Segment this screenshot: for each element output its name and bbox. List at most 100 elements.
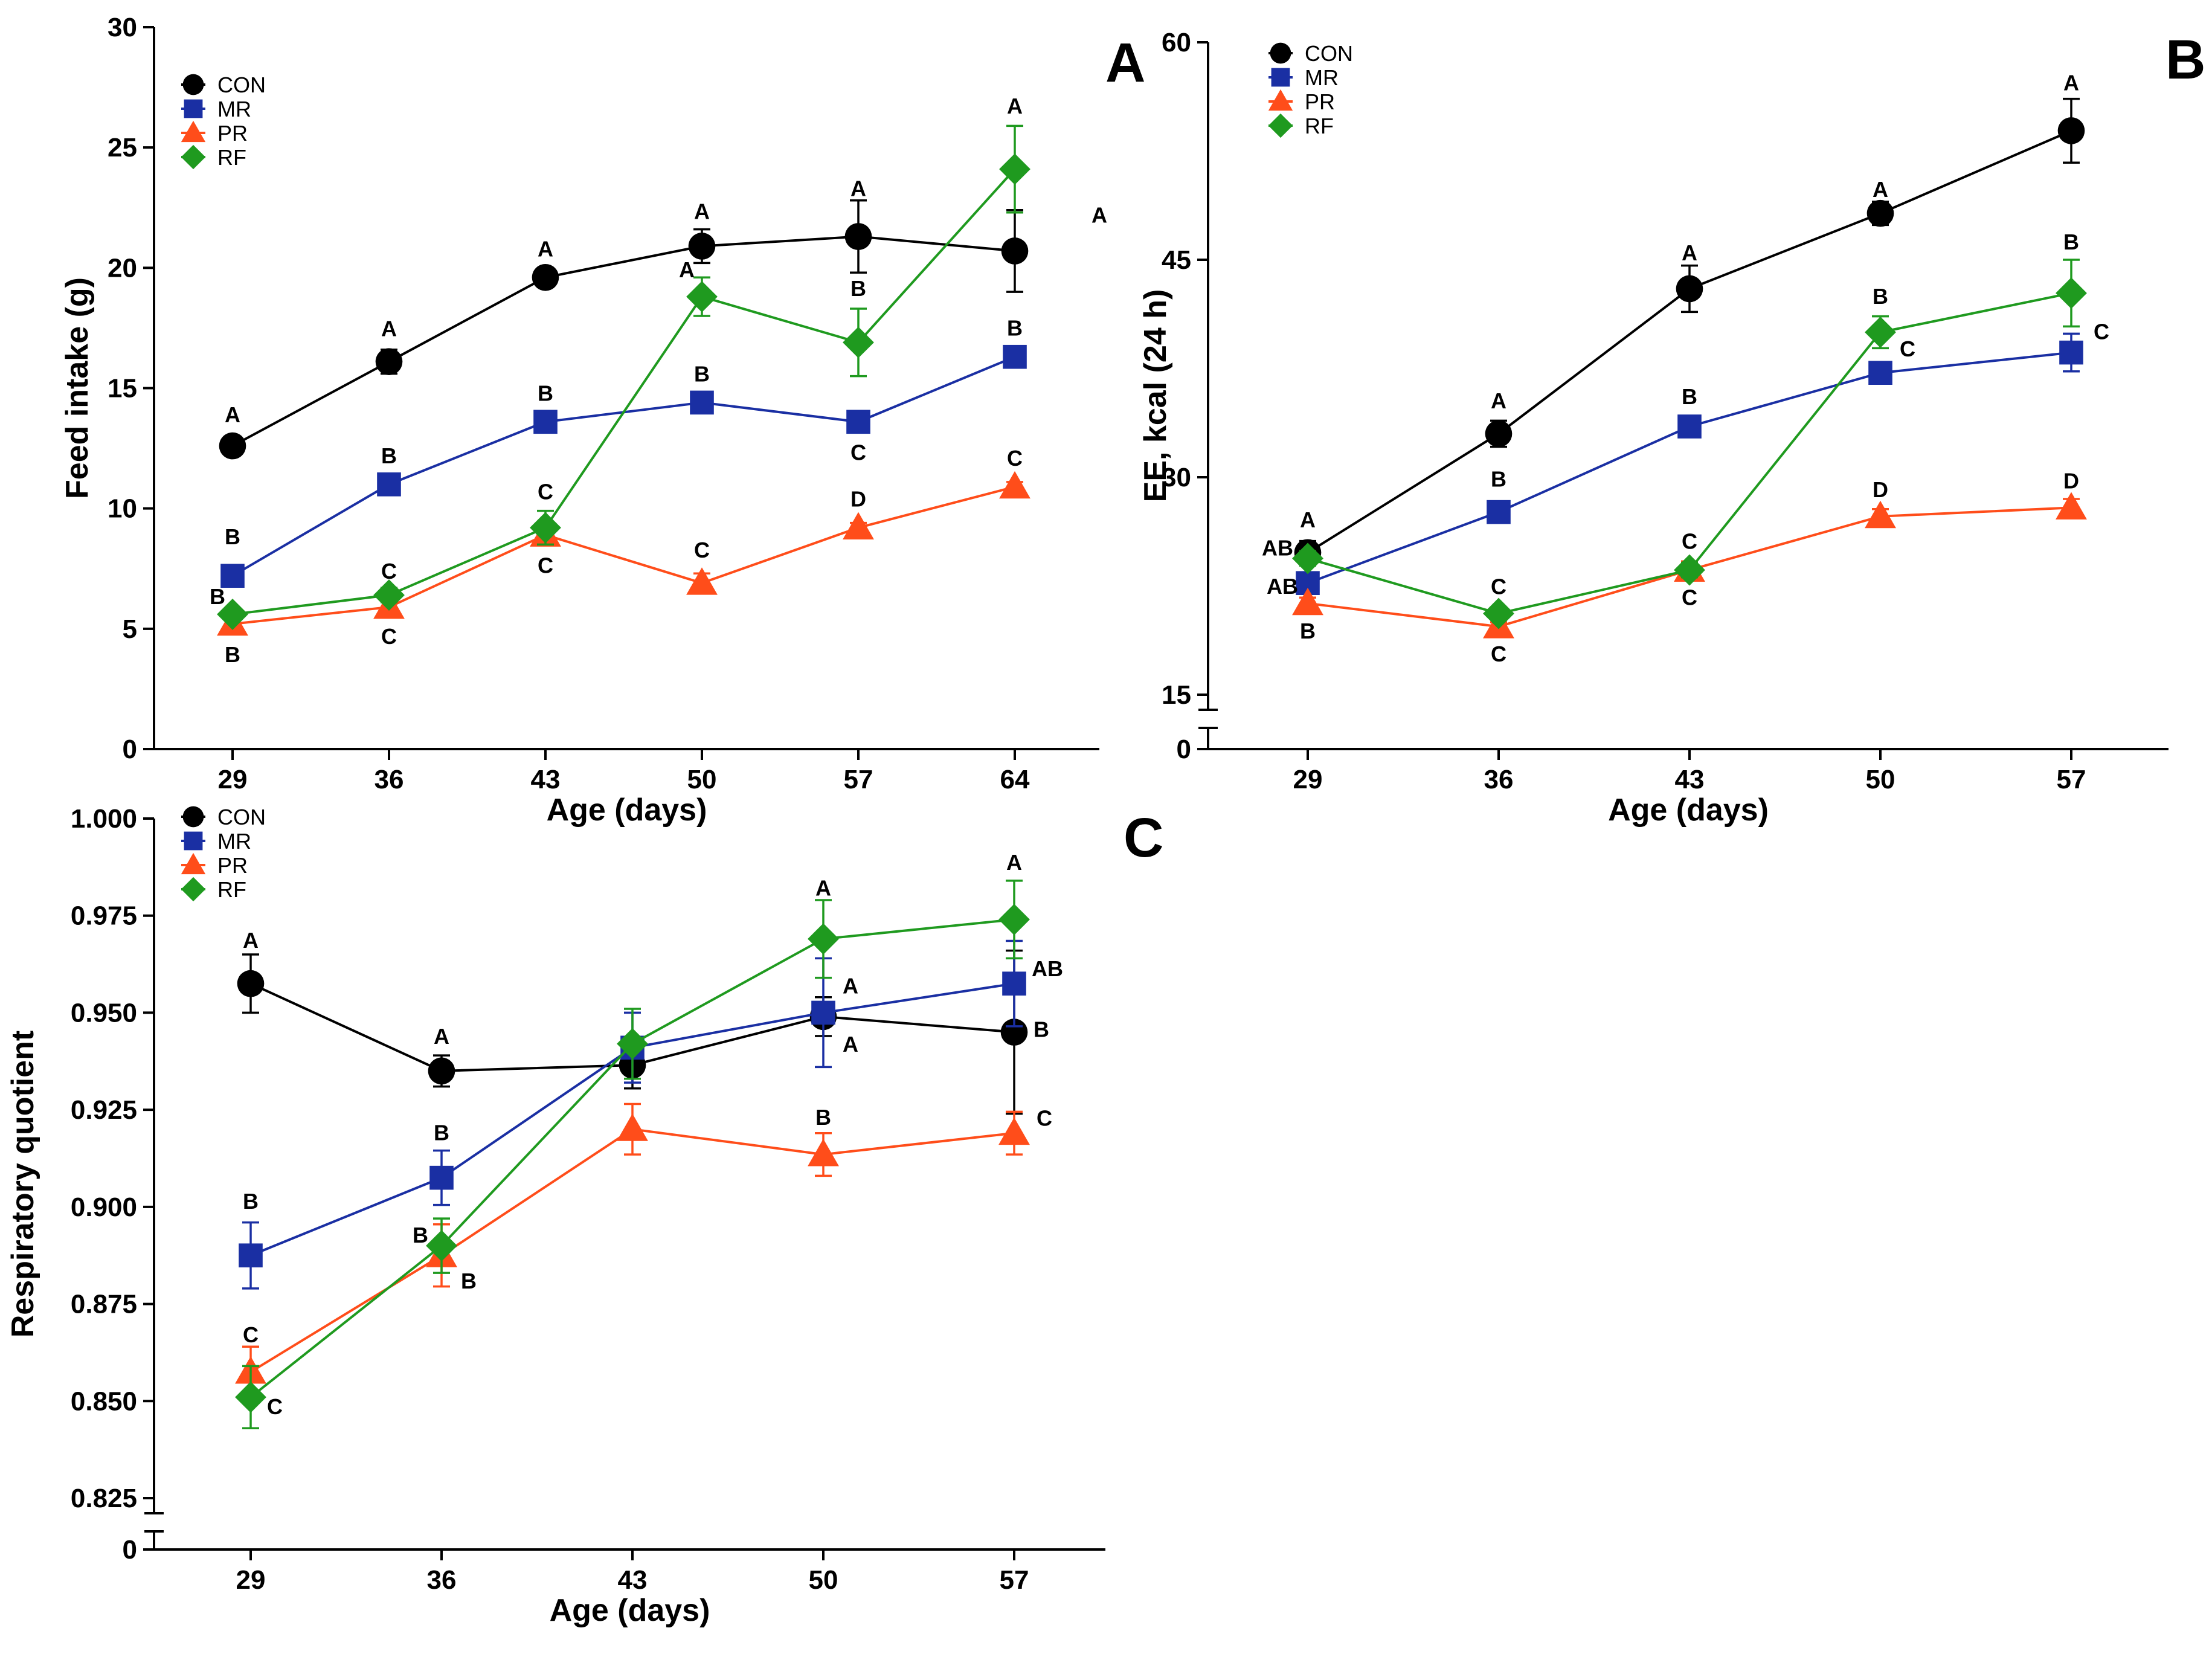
x-tick-label: 57 — [844, 765, 873, 794]
significance-label: B — [850, 276, 866, 301]
y-tick-label: 10 — [108, 494, 137, 524]
y-tick-label: 0.875 — [71, 1290, 137, 1319]
significance-label: C — [1007, 446, 1023, 471]
data-point — [1865, 317, 1896, 348]
x-tick-label: 50 — [687, 765, 717, 794]
legend-marker — [181, 852, 206, 875]
data-point — [1487, 500, 1511, 524]
data-point — [237, 970, 265, 997]
x-tick-label: 29 — [236, 1565, 266, 1595]
data-point — [808, 923, 839, 955]
x-tick-label: 57 — [1000, 1565, 1029, 1595]
y-tick-label-zero: 0 — [123, 1535, 137, 1565]
significance-label: B — [434, 1121, 449, 1145]
data-point — [1485, 420, 1513, 448]
data-point — [375, 348, 403, 376]
y-axis-title: Respiratory quotient — [5, 1031, 40, 1338]
legend-marker — [184, 831, 203, 851]
y-tick-label: 20 — [108, 253, 137, 283]
significance-label: C — [243, 1322, 259, 1347]
legend-label: MR — [217, 829, 251, 854]
series-pr — [235, 1102, 1030, 1398]
data-point — [426, 1230, 457, 1262]
significance-label: A — [694, 199, 710, 224]
significance-label: B — [815, 1105, 831, 1130]
data-point — [2056, 277, 2087, 309]
data-point — [530, 512, 561, 544]
significance-label: B — [243, 1189, 259, 1214]
significance-label: A — [815, 875, 831, 900]
y-tick-label: 0 — [123, 735, 137, 764]
data-point — [235, 1381, 266, 1413]
x-axis-title: Age (days) — [550, 1593, 710, 1628]
data-point — [2057, 117, 2085, 144]
data-point — [2056, 492, 2087, 520]
data-point — [239, 1243, 263, 1268]
y-tick-label: 0.950 — [71, 998, 137, 1028]
legend-marker — [181, 120, 206, 143]
x-tick-label: 43 — [531, 765, 561, 794]
data-point — [999, 153, 1030, 185]
significance-label: C — [267, 1394, 283, 1419]
series-con — [219, 199, 1029, 460]
significance-label: C — [2094, 320, 2109, 344]
y-tick-label: 60 — [1162, 28, 1191, 57]
series-line — [232, 485, 1015, 625]
significance-label: C — [694, 538, 710, 562]
y-tick-label: 30 — [1162, 463, 1191, 492]
data-point — [688, 233, 716, 260]
y-tick-label: 0.925 — [71, 1095, 137, 1125]
legend-marker — [1268, 89, 1293, 111]
significance-label: A — [225, 402, 240, 427]
x-tick-label: 50 — [809, 1565, 838, 1595]
x-tick-label: 50 — [1866, 765, 1895, 794]
significance-label: C — [850, 440, 866, 465]
x-tick-label: 29 — [218, 765, 248, 794]
legend-label: PR — [217, 121, 248, 146]
significance-label: C — [1900, 336, 1915, 361]
data-point — [1001, 237, 1029, 265]
series-pr — [217, 471, 1030, 636]
significance-label: B — [1300, 619, 1316, 643]
y-tick-label: 1.000 — [71, 804, 137, 834]
significance-label: C — [1682, 585, 1697, 610]
data-point — [532, 263, 559, 291]
y-tick-label: 30 — [108, 13, 137, 42]
data-point — [1677, 414, 1702, 439]
x-tick-label: 36 — [427, 1565, 457, 1595]
data-point — [999, 471, 1030, 499]
significance-label: C — [1682, 529, 1697, 554]
significance-label: A — [243, 928, 259, 953]
y-tick-label: 25 — [108, 133, 137, 163]
significance-label: C — [1491, 642, 1506, 666]
data-point — [690, 390, 714, 415]
legend-marker — [1270, 42, 1291, 64]
legend-label: RF — [217, 145, 246, 170]
y-tick-label: 45 — [1162, 245, 1191, 275]
data-point — [998, 904, 1030, 936]
significance-label: B — [1491, 467, 1506, 492]
panel-letter: A — [1105, 32, 1145, 94]
significance-label: AB — [1032, 956, 1063, 981]
significance-label: A — [843, 1032, 858, 1057]
significance-label: D — [2063, 468, 2079, 493]
data-point — [808, 1139, 839, 1166]
data-point — [217, 599, 248, 630]
significance-label: C — [538, 553, 553, 578]
significance-label: C — [381, 559, 397, 584]
legend-label: RF — [217, 877, 246, 902]
data-point — [843, 512, 874, 539]
data-point — [686, 567, 718, 595]
legend-label: CON — [217, 805, 266, 829]
significance-label: A — [1007, 94, 1023, 118]
x-axis-title: Age (days) — [1608, 793, 1769, 828]
series-rf — [235, 880, 1030, 1430]
data-point — [1676, 275, 1703, 303]
significance-label: A — [1300, 507, 1316, 532]
significance-label: B — [381, 443, 397, 468]
legend-label: CON — [217, 72, 266, 97]
series-line — [249, 1128, 1015, 1373]
series-con — [1294, 97, 2085, 567]
